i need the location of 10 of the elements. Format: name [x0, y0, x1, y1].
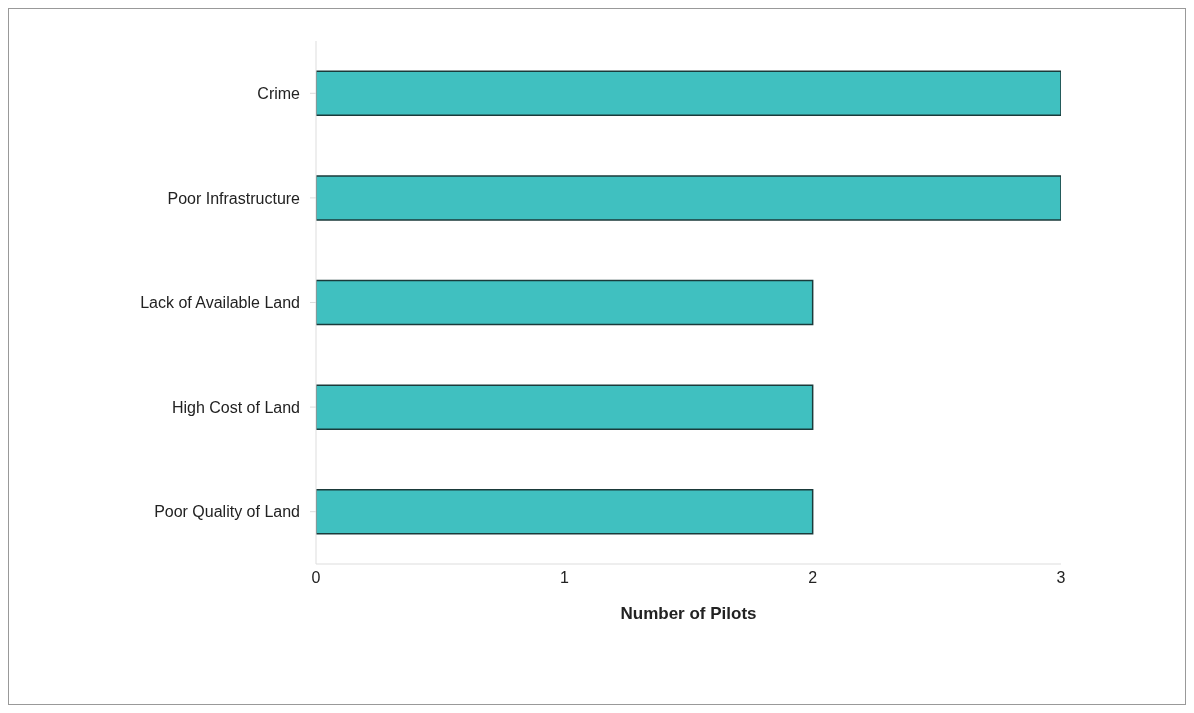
x-tick-label: 0	[311, 569, 321, 587]
x-axis-title: Number of Pilots	[620, 604, 757, 623]
y-tick-label: Poor Infrastructure	[167, 189, 301, 207]
y-tick-label: High Cost of Land	[171, 398, 300, 416]
y-tick-label: Poor Quality of Land	[154, 503, 300, 521]
y-tick-label: Crime	[257, 84, 301, 102]
y-tick-label: Lack of Available Land	[140, 294, 300, 312]
x-tick-label: 2	[808, 569, 818, 587]
x-tick-label: 3	[1056, 569, 1066, 587]
x-tick-label: 1	[559, 569, 569, 587]
